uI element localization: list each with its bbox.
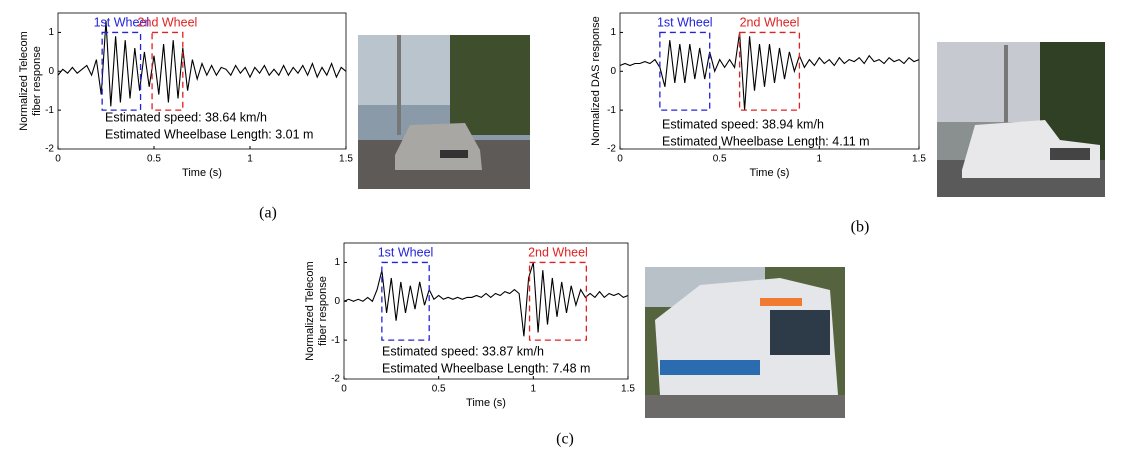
annotation: Estimated speed: 33.87 km/h <box>382 344 544 358</box>
axes-box <box>619 12 920 150</box>
y-axis-label: fiber response <box>317 276 329 346</box>
wheel-box <box>659 31 711 111</box>
signal-line <box>343 262 629 337</box>
x-tick-label: 1 <box>817 154 823 165</box>
caption: (a) <box>259 205 277 222</box>
x-tick-label: 0.5 <box>147 154 161 165</box>
y-tick-label: 0 <box>610 66 616 77</box>
x-tick-label: 0 <box>55 154 61 165</box>
x-tick-label: 0.5 <box>432 384 446 395</box>
wheel-box <box>381 261 430 341</box>
x-tick-label: 1.5 <box>912 154 926 165</box>
wheel-box <box>101 31 142 111</box>
y-axis-label: fiber response <box>31 46 43 116</box>
y-tick-label: -2 <box>331 374 340 385</box>
photo-sedan <box>358 35 530 189</box>
x-tick-label: 0.5 <box>713 154 727 165</box>
y-tick-label: -1 <box>45 105 54 116</box>
y-axis-label: Normalized Telecom <box>304 261 316 360</box>
signal-line <box>57 20 347 107</box>
y-tick-label: 1 <box>610 27 616 38</box>
chart-panel: 0 0.5 1 1.5 -2 -1 0 1 1st Wheel 2nd Wheel Estimate… <box>590 12 926 236</box>
wheel-label: 2nd Wheel <box>740 16 800 30</box>
y-tick-label: -2 <box>45 144 54 155</box>
photo-pickup <box>937 42 1105 197</box>
y-tick-label: -1 <box>331 335 340 346</box>
wheel-label: 1st Wheel <box>94 16 150 30</box>
wheel-label: 2nd Wheel <box>528 246 588 260</box>
caption: (b) <box>851 219 870 236</box>
signal-line <box>619 32 920 111</box>
annotation: Estimated Wheelbase Length: 7.48 m <box>382 361 590 375</box>
x-tick-label: 1.5 <box>339 154 353 165</box>
annotation: Estimated speed: 38.64 km/h <box>105 110 267 124</box>
wheel-label: 1st Wheel <box>378 246 434 260</box>
axes-box <box>57 12 347 150</box>
wheel-label: 2nd Wheel <box>138 16 198 30</box>
x-tick-label: 1.5 <box>621 384 635 395</box>
y-axis-label: Normalized Telecom <box>18 31 30 130</box>
x-axis-label: Time (s) <box>750 167 790 179</box>
y-axis-label: Normalized DAS response <box>590 16 602 146</box>
y-tick-label: -1 <box>607 105 616 116</box>
axes-box <box>343 242 629 380</box>
x-axis-label: Time (s) <box>466 397 506 409</box>
x-tick-label: 1 <box>531 384 537 395</box>
wheel-label: 1st Wheel <box>657 16 713 30</box>
annotation: Estimated Wheelbase Length: 3.01 m <box>105 127 313 141</box>
y-tick-label: 1 <box>334 257 340 268</box>
wheel-box <box>528 261 587 341</box>
annotation: Estimated speed: 38.94 km/h <box>662 117 824 131</box>
y-tick-label: 1 <box>48 27 54 38</box>
caption: (c) <box>556 431 574 448</box>
x-tick-label: 1 <box>247 154 253 165</box>
x-tick-label: 0 <box>617 154 623 165</box>
annotation: Estimated Wheelbase Length: 4.11 m <box>662 134 870 148</box>
photo-bus <box>645 267 845 418</box>
x-tick-label: 0 <box>341 384 347 395</box>
y-tick-label: -2 <box>607 144 616 155</box>
wheel-box <box>151 31 184 111</box>
y-tick-label: 0 <box>334 296 340 307</box>
y-tick-label: 0 <box>48 66 54 77</box>
chart-panel: 0 0.5 1 1.5 -2 -1 0 1 1st Wheel 2nd Wheel Estimate… <box>304 242 635 448</box>
x-axis-label: Time (s) <box>182 167 222 179</box>
